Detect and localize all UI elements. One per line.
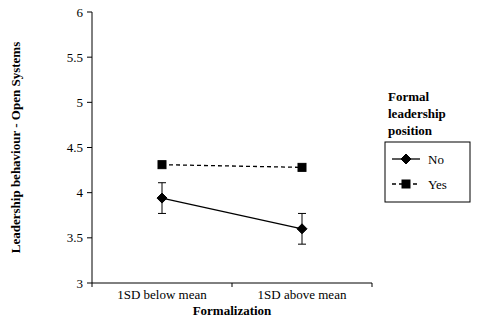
error-bar [158, 183, 166, 214]
legend: No Yes [385, 142, 470, 202]
marker [298, 163, 306, 171]
y-tick [87, 147, 92, 148]
x-tick-label: 1SD below mean [117, 287, 207, 302]
y-tick [87, 57, 92, 58]
y-tick [87, 102, 92, 103]
series-line [162, 165, 302, 168]
y-tick-label: 4.5 [67, 140, 83, 155]
error-bar [298, 213, 306, 244]
y-tick-label: 5.5 [67, 50, 83, 65]
x-axis-label: Formalization [193, 303, 272, 318]
chart-svg: 3 3.5 4 4.5 5 5.5 6 1SD below mean 1SD above mea… [0, 0, 500, 318]
marker [157, 193, 167, 203]
marker [297, 224, 307, 234]
marker [158, 161, 166, 169]
y-tick-label: 6 [77, 5, 84, 20]
series-line [162, 198, 302, 229]
x-tick [372, 283, 373, 287]
y-tick [87, 283, 92, 284]
legend-box [385, 142, 470, 202]
y-tick-label: 3 [77, 276, 84, 291]
chart-root: 3 3.5 4 4.5 5 5.5 6 1SD below mean 1SD above mea… [0, 0, 500, 318]
legend-label: Yes [428, 177, 447, 192]
legend-marker [402, 180, 410, 188]
y-tick-label: 4 [77, 185, 84, 200]
x-tick [92, 283, 93, 287]
legend-marker [401, 154, 411, 164]
x-tick [232, 283, 233, 287]
x-tick-label: 1SD above mean [258, 287, 347, 302]
y-tick-label: 5 [77, 95, 84, 110]
plot-area [157, 161, 307, 244]
y-tick [87, 192, 92, 193]
y-tick [87, 12, 92, 13]
legend-label: No [428, 152, 444, 167]
y-axis-label: Leadership behaviour - Open Systems [8, 42, 23, 253]
y-tick-label: 3.5 [67, 230, 83, 245]
legend-title: Formal leadership position [388, 88, 470, 139]
y-tick [87, 237, 92, 238]
